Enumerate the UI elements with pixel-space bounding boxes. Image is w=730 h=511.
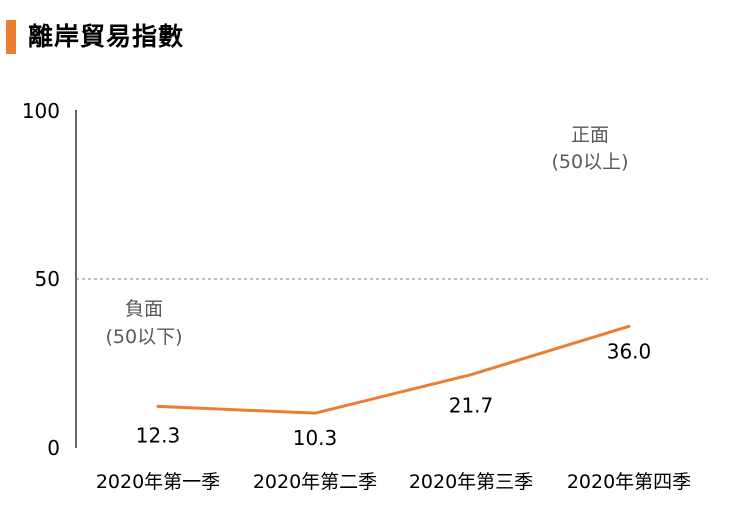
x-tick-label: 2020年第二季 (253, 471, 377, 493)
y-tick-label-50: 50 (35, 267, 60, 291)
negative-zone-range: (50以下) (105, 326, 182, 348)
data-label: 12.3 (136, 423, 181, 447)
positive-zone-label: 正面 (571, 124, 609, 146)
data-label: 36.0 (607, 339, 652, 363)
data-label: 10.3 (293, 426, 338, 450)
series-line (156, 324, 631, 415)
positive-zone-range: (50以上) (551, 151, 628, 173)
title-accent-bar (6, 20, 16, 54)
x-tick-label: 2020年第三季 (409, 471, 533, 493)
chart-title: 離岸貿易指數 (28, 22, 185, 51)
x-tick-label: 2020年第一季 (96, 471, 220, 493)
data-label: 21.7 (449, 394, 494, 418)
y-tick-label-100: 100 (22, 99, 60, 123)
x-tick-label: 2020年第四季 (567, 471, 691, 493)
negative-zone-label: 負面 (125, 298, 163, 320)
y-tick-label-0: 0 (47, 436, 60, 460)
